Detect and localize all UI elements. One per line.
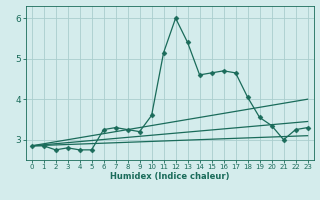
X-axis label: Humidex (Indice chaleur): Humidex (Indice chaleur) xyxy=(110,172,229,181)
